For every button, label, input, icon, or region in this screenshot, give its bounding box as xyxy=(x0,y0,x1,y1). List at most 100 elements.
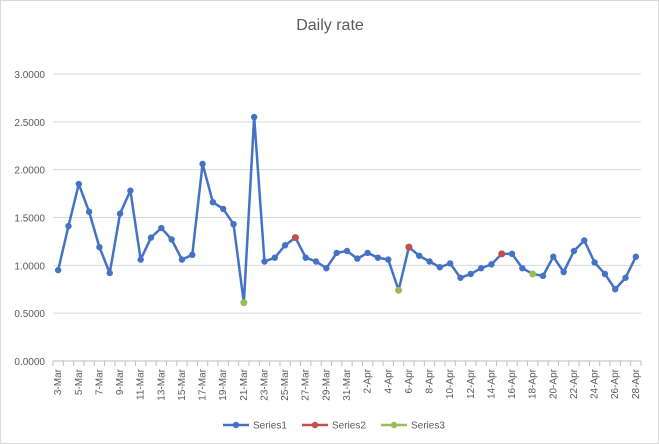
series1-point xyxy=(612,286,619,293)
series1-point xyxy=(137,256,144,263)
x-tick-label: 25-Mar xyxy=(280,368,291,400)
x-tick-label: 31-Mar xyxy=(342,368,353,400)
x-tick-label: 4-Apr xyxy=(383,368,394,393)
series1-point xyxy=(116,210,124,217)
x-tick-label: 22-Apr xyxy=(569,368,580,399)
series1-point xyxy=(189,251,196,259)
x-tick-label: 5-Mar xyxy=(74,368,85,395)
series1-point xyxy=(281,242,289,249)
series1-point xyxy=(426,258,433,265)
x-tick-label: 27-Mar xyxy=(301,368,312,400)
x-axis: 3-Mar 5-Mar 7-Mar 9-Mar 11-Mar 13-Mar 15-Mar 17… xyxy=(52,361,642,401)
legend-label-series3: Series3 xyxy=(411,421,445,432)
series1-point xyxy=(106,269,113,277)
plot-area xyxy=(54,113,640,307)
series1-point xyxy=(581,237,588,244)
series1-point xyxy=(364,249,371,257)
series1-point xyxy=(477,265,485,272)
x-tick-label: 12-Apr xyxy=(466,368,477,399)
series1-point xyxy=(591,259,598,266)
x-tick-label: 29-Mar xyxy=(321,368,332,400)
series1-point xyxy=(127,187,134,194)
series1-point xyxy=(220,205,227,213)
series1-point xyxy=(560,268,567,276)
y-tick-label: 1.5000 xyxy=(14,214,45,225)
x-tick-label: 18-Apr xyxy=(528,368,539,399)
x-tick-label: 3-Mar xyxy=(53,368,64,395)
x-tick-label: 8-Apr xyxy=(425,368,436,393)
y-tick-label: 0.0000 xyxy=(14,357,45,368)
series1-point xyxy=(508,250,516,258)
x-tick-label: 13-Mar xyxy=(156,368,167,400)
series1-point xyxy=(539,272,547,280)
series3-point xyxy=(395,286,403,294)
x-tick-label: 11-Mar xyxy=(136,368,147,400)
x-tick-label: 21-Mar xyxy=(239,368,250,400)
x-tick-label: 7-Mar xyxy=(94,368,105,395)
x-tick-label: 20-Apr xyxy=(548,368,559,399)
series1-point xyxy=(488,261,495,268)
y-tick-label: 3.0000 xyxy=(14,70,45,81)
series1-point xyxy=(622,274,629,281)
legend-label-series2: Series2 xyxy=(332,421,366,432)
legend-label-series1: Series1 xyxy=(253,421,287,432)
series2-point xyxy=(405,243,413,251)
x-tick-label: 2-Apr xyxy=(363,368,374,393)
x-tick-label: 23-Mar xyxy=(259,368,270,400)
x-tick-label: 26-Apr xyxy=(610,368,621,399)
series1-point xyxy=(209,198,217,206)
series1-point xyxy=(312,258,320,265)
y-axis: 0.0000 0.5000 1.0000 1.5000 2.0000 2.5000 3.00… xyxy=(14,70,45,368)
series2-point xyxy=(291,234,299,242)
series1-point xyxy=(75,180,82,188)
series1-point xyxy=(158,224,165,232)
series1-point xyxy=(65,222,72,230)
series1-point xyxy=(519,265,526,272)
series1-point xyxy=(147,234,155,241)
series1-point xyxy=(302,254,309,261)
legend-marker-series2 xyxy=(311,421,319,429)
x-tick-label: 24-Apr xyxy=(590,368,601,399)
x-tick-label: 16-Apr xyxy=(507,368,518,399)
x-tick-label: 19-Mar xyxy=(218,368,229,400)
series1-point xyxy=(333,249,340,257)
x-tick-label: 28-Apr xyxy=(631,368,642,399)
series3-point xyxy=(529,270,537,278)
series1-point xyxy=(354,255,361,262)
series1-point xyxy=(96,243,103,251)
legend-marker-series3 xyxy=(390,421,398,429)
series1-point xyxy=(570,247,578,255)
x-tick-label: 6-Apr xyxy=(404,368,415,393)
series1-point xyxy=(343,247,351,255)
chart-title: Daily rate xyxy=(296,17,364,34)
y-tick-label: 2.0000 xyxy=(14,166,45,177)
series1-point xyxy=(632,253,640,260)
series1-point xyxy=(436,264,444,271)
series1-line xyxy=(56,115,637,304)
y-tick-label: 0.5000 xyxy=(14,309,45,320)
series1-point xyxy=(261,258,268,265)
x-tick-label: 14-Apr xyxy=(486,368,497,399)
series1-point xyxy=(550,253,557,260)
series1-point xyxy=(374,254,382,261)
x-tick-label: 15-Mar xyxy=(177,368,188,400)
series1-point xyxy=(457,274,464,281)
x-tick-label: 9-Mar xyxy=(115,368,126,395)
series1-point xyxy=(271,254,278,261)
series1-point xyxy=(446,260,454,267)
series1-point xyxy=(199,160,206,168)
series1-point xyxy=(250,113,258,121)
series1-point xyxy=(323,265,330,272)
x-tick-label: 10-Apr xyxy=(445,368,456,399)
series3-point xyxy=(240,299,248,307)
gridlines xyxy=(53,73,641,362)
series1-point xyxy=(178,256,186,263)
series1-point xyxy=(168,236,175,243)
series1-point xyxy=(467,270,474,278)
legend: Series1 Series2 Series3 xyxy=(223,421,445,432)
legend-marker-series1 xyxy=(232,421,240,429)
series1-point xyxy=(85,208,93,215)
series1-point xyxy=(54,266,62,274)
